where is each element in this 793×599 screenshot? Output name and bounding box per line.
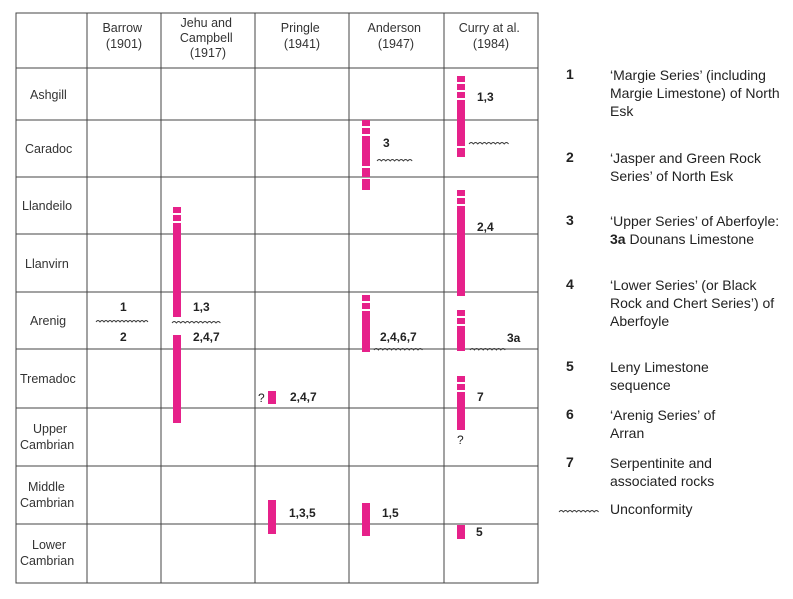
legend-text: Leny Limestone sequence xyxy=(610,359,709,393)
pringle-range-tremadoc xyxy=(268,391,276,404)
header-curry: Curry at al. (1984) xyxy=(459,21,524,51)
stage-llandeilo: Llandeilo xyxy=(22,199,72,213)
legend-number: 7 xyxy=(566,454,574,470)
anderson-arenig-unconformity xyxy=(373,348,423,351)
curry-query: ? xyxy=(457,433,464,447)
legend-number: 6 xyxy=(566,406,574,422)
header-anderson: Anderson (1947) xyxy=(368,21,425,51)
curry-range-arenig xyxy=(457,310,465,351)
stage-ashgill: Ashgill xyxy=(30,88,67,102)
curry-unit-tremadoc: 7 xyxy=(477,390,484,404)
anderson-unit-caradoc: 3 xyxy=(383,136,390,150)
legend: 1 ‘Margie Series’ (including Margie Lime… xyxy=(558,0,793,599)
jehu-unit-upper: 1,3 xyxy=(193,300,210,314)
pringle-unit-tremadoc: 2,4,7 xyxy=(290,390,317,404)
jehu-range-upper xyxy=(173,207,181,317)
stage-lower-cambrian: Lower Cambrian xyxy=(20,538,74,568)
stage-middle-cambrian: Middle Cambrian xyxy=(20,480,74,510)
curry-unit-lower-cambrian: 5 xyxy=(476,525,483,539)
curry-range-ashgill xyxy=(457,76,465,157)
jehu-range-lower xyxy=(173,335,181,423)
curry-unit-llanvirn: 2,4 xyxy=(477,220,494,234)
header-jehu-campbell: Jehu and Campbell (1917) xyxy=(180,16,236,60)
legend-number: 1 xyxy=(566,66,574,82)
legend-text: ‘Jasper and Green Rock Series’ of North … xyxy=(610,150,761,184)
legend-number: 3 xyxy=(566,212,574,228)
unconformity-symbol xyxy=(558,510,599,513)
stratigraphy-table: Barrow (1901) Jehu and Campbell (1917) P… xyxy=(15,12,539,584)
legend-number: 5 xyxy=(566,358,574,374)
pringle-query: ? xyxy=(258,391,265,405)
anderson-range-cambrian xyxy=(362,503,370,536)
curry-range-lower-cambrian xyxy=(457,525,465,539)
anderson-range-caradoc xyxy=(362,120,370,190)
barrow-unit-lower: 2 xyxy=(120,330,127,344)
curry-unit-ashgill: 1,3 xyxy=(477,90,494,104)
barrow-unconformity xyxy=(95,320,149,323)
table-grid xyxy=(15,12,539,584)
anderson-unit-arenig: 2,4,6,7 xyxy=(380,330,417,344)
legend-number: 4 xyxy=(566,276,574,292)
anderson-range-arenig xyxy=(362,295,370,352)
barrow-unit-upper: 1 xyxy=(120,300,127,314)
header-pringle: Pringle (1941) xyxy=(281,21,323,51)
curry-unit-arenig: 3a xyxy=(507,331,521,345)
stage-caradoc: Caradoc xyxy=(25,142,72,156)
pringle-range-cambrian xyxy=(268,500,276,534)
legend-text: ‘Upper Series’ of Aberfoyle: 3a Dounans L… xyxy=(610,213,780,247)
curry-range-tremadoc xyxy=(457,376,465,430)
curry-range-llanvirn xyxy=(457,190,465,296)
jehu-unit-lower: 2,4,7 xyxy=(193,330,220,344)
stage-llanvirn: Llanvirn xyxy=(25,257,69,271)
legend-text: ‘Arenig Series’ of Arran xyxy=(610,407,716,441)
legend-text: ‘Margie Series’ (including Margie Limest… xyxy=(610,67,780,119)
legend-text: Serpentinite and associated rocks xyxy=(610,455,715,489)
legend-number: 2 xyxy=(566,149,574,165)
stage-arenig: Arenig xyxy=(30,314,66,328)
stage-upper-cambrian: Upper Cambrian xyxy=(20,422,74,452)
pringle-unit-cambrian: 1,3,5 xyxy=(289,506,316,520)
legend-text: Unconformity xyxy=(610,501,693,517)
anderson-caradoc-unconformity xyxy=(376,159,413,162)
legend-text: ‘Lower Series’ (or Black Rock and Chert … xyxy=(610,277,775,329)
stage-tremadoc: Tremadoc xyxy=(20,372,76,386)
anderson-unit-cambrian: 1,5 xyxy=(382,506,399,520)
header-barrow: Barrow (1901) xyxy=(102,21,145,51)
curry-caradoc-unconformity xyxy=(468,142,509,145)
jehu-unconformity xyxy=(171,321,221,324)
curry-arenig-unconformity xyxy=(469,348,506,351)
